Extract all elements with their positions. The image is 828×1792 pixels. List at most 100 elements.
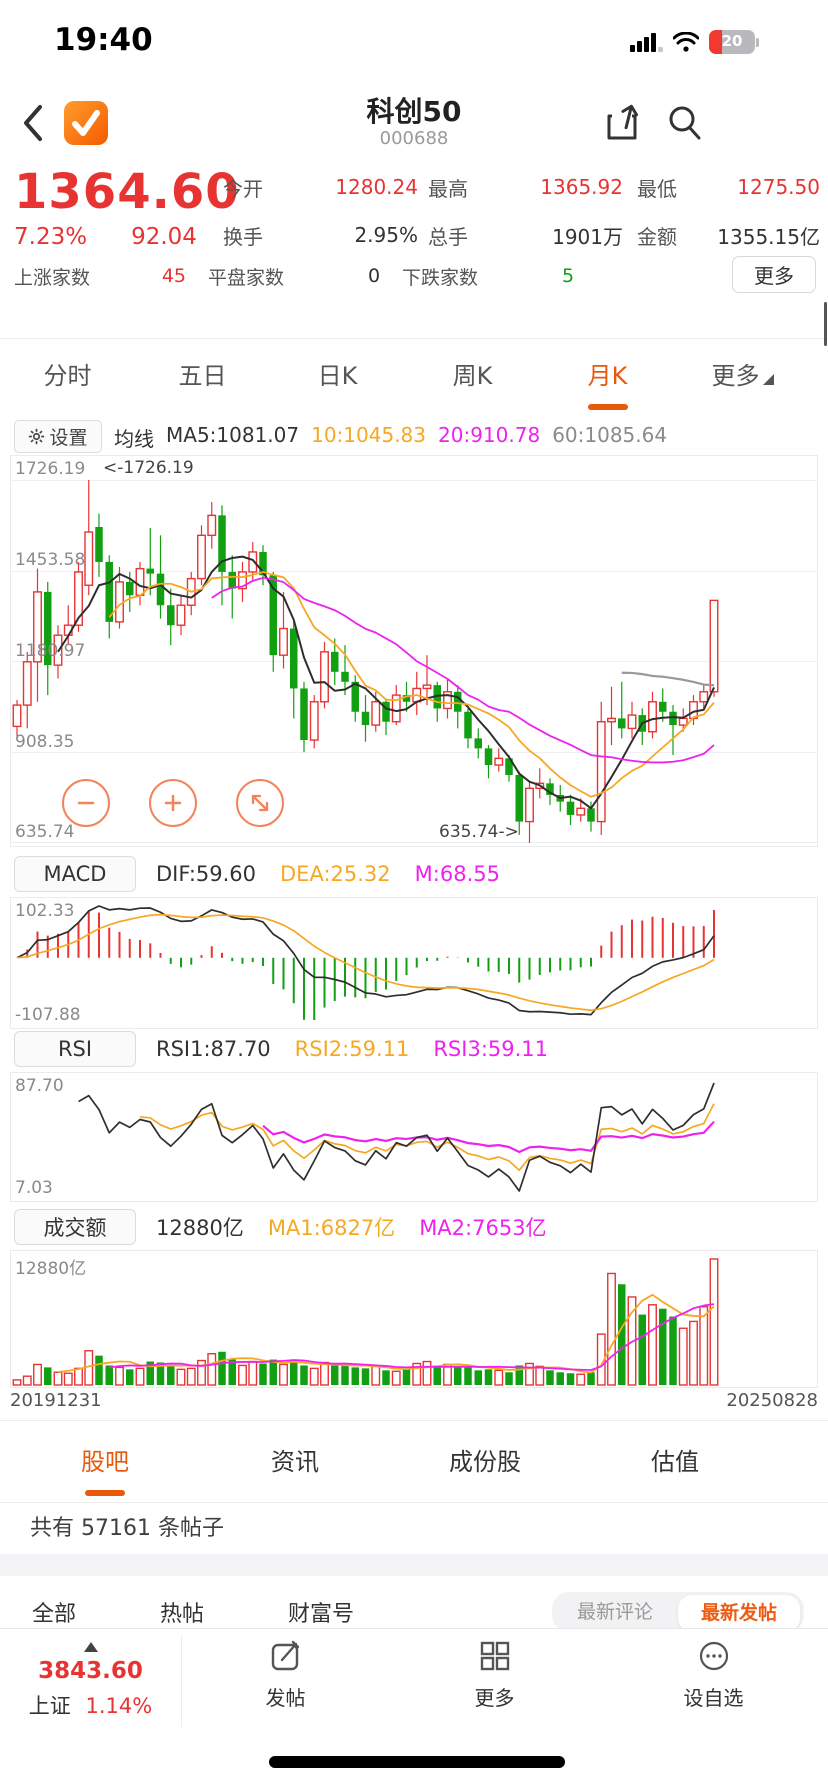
- index-row: 上证 1.14%: [0, 1690, 181, 1720]
- high-annotation: <-1726.19: [103, 458, 194, 478]
- volume-header: 成交额 12880亿 MA1:6827亿 MA2:7653亿: [0, 1208, 828, 1246]
- chart-settings-button[interactable]: 设置: [14, 420, 102, 453]
- rsi-button[interactable]: RSI: [14, 1031, 136, 1067]
- y-axis-label: 1726.19: [15, 459, 86, 479]
- post-action[interactable]: 发帖: [266, 1639, 306, 1711]
- dif-value: DIF:59.60: [156, 862, 257, 886]
- scrollbar-indicator[interactable]: [824, 302, 827, 346]
- volume-button[interactable]: 成交额: [14, 1209, 136, 1245]
- separator-band: [0, 1554, 828, 1576]
- quote-fields: 今开 1280.24 最高 1365.92 最低 1275.50 换手 2.95% 总手…: [223, 175, 820, 249]
- cellular-signal-icon: [630, 32, 663, 52]
- page-title: 科创50: [366, 95, 462, 128]
- status-icons: 20: [630, 30, 759, 54]
- home-indicator[interactable]: [269, 1756, 565, 1768]
- date-axis: 20191231 20250828: [10, 1390, 818, 1411]
- navbar-divider: [181, 1635, 182, 1727]
- y-axis-label: 1180.97: [15, 641, 86, 661]
- advance-decline-stats: 上涨家数 45 平盘家数 0 下跌家数 5: [14, 265, 575, 289]
- tab-5day[interactable]: 五日: [178, 362, 227, 390]
- back-button[interactable]: [20, 103, 46, 143]
- search-button[interactable]: [666, 102, 704, 142]
- section-tab-underline: [85, 1490, 125, 1496]
- ma20-value: 20:910.78: [438, 423, 541, 447]
- share-button[interactable]: [604, 102, 642, 142]
- low-annotation: 635.74->: [439, 822, 519, 842]
- tab-monthly-k[interactable]: 月K: [587, 362, 628, 390]
- app-logo-icon[interactable]: [64, 101, 108, 145]
- index-percent: 1.14%: [85, 1694, 153, 1718]
- minus-icon: [77, 801, 95, 805]
- grid-icon: [480, 1641, 509, 1671]
- battery-icon: 20: [709, 30, 759, 54]
- rsi3-value: RSI3:59.11: [433, 1037, 549, 1061]
- gear-icon: [29, 428, 45, 445]
- compose-icon: [271, 1640, 299, 1671]
- volume-ylabel: 12880亿: [15, 1259, 87, 1279]
- index-name: 上证: [28, 1694, 71, 1718]
- sort-latest-post[interactable]: 最新发帖: [678, 1595, 800, 1632]
- tab-weekly-k[interactable]: 周K: [452, 362, 493, 390]
- active-tab-underline: [588, 404, 628, 410]
- candlestick-chart[interactable]: 1726.19 1453.58 1180.97 908.35 635.74 <-…: [10, 455, 818, 847]
- fullscreen-button[interactable]: [236, 779, 284, 827]
- tab-news[interactable]: 资讯: [271, 1448, 319, 1476]
- macd-button[interactable]: MACD: [14, 856, 136, 892]
- ma-group-label: 均线: [114, 427, 154, 451]
- macd-chart[interactable]: 102.33 -107.88: [10, 897, 818, 1029]
- y-axis-label: 1453.58: [15, 550, 86, 570]
- rsi2-value: RSI2:59.11: [294, 1037, 410, 1061]
- stock-code: 000688: [379, 128, 449, 149]
- more-action[interactable]: 更多: [475, 1639, 515, 1711]
- index-value: 3843.60: [38, 1658, 143, 1684]
- y-axis-label: 635.74: [15, 822, 75, 842]
- macd-ymax: 102.33: [15, 901, 75, 921]
- current-price: 1364.60: [14, 164, 240, 220]
- rsi-ymax: 87.70: [15, 1076, 64, 1096]
- ma60-value: 60:1085.64: [552, 423, 668, 447]
- tab-minute[interactable]: 分时: [43, 362, 92, 390]
- wifi-icon: [673, 32, 699, 52]
- y-axis-label: 908.35: [15, 732, 75, 752]
- rsi1-value: RSI1:87.70: [156, 1037, 271, 1061]
- change-amount: 92.04: [131, 224, 197, 250]
- tab-forum[interactable]: 股吧: [81, 1448, 129, 1476]
- filter-all[interactable]: 全部: [32, 1602, 77, 1627]
- expand-arrows-icon: [251, 794, 269, 812]
- zoom-out-button[interactable]: [62, 779, 110, 827]
- volume-chart[interactable]: 12880亿: [10, 1250, 818, 1388]
- dea-value: DEA:25.32: [280, 862, 391, 886]
- section-tab-bar: 股吧 资讯 成份股 估值: [10, 1440, 770, 1484]
- dots-circle-icon: [699, 1641, 728, 1671]
- date-start: 20191231: [10, 1390, 102, 1411]
- navbar-actions: 发帖 更多 设自选: [181, 1639, 828, 1711]
- sort-toggle: 最新评论 最新发帖: [552, 1592, 804, 1632]
- tab-more-periods[interactable]: 更多: [675, 352, 810, 400]
- macd-header: MACD DIF:59.60 DEA:25.32 M:68.55: [0, 855, 828, 893]
- rsi-chart[interactable]: 87.70 7.03: [10, 1072, 818, 1202]
- period-tab-bar: 分时 五日 日K 周K 月K 更多: [0, 352, 810, 400]
- plus-icon: [164, 794, 182, 812]
- zoom-in-button[interactable]: [149, 779, 197, 827]
- status-time: 19:40: [54, 22, 153, 58]
- date-end: 20250828: [726, 1390, 818, 1411]
- tab-constituents[interactable]: 成份股: [449, 1448, 521, 1476]
- volume-ma1: MA1:6827亿: [267, 1216, 396, 1240]
- tab-daily-k[interactable]: 日K: [317, 362, 358, 390]
- ma-legend: 均线 MA5:1081.07 10:1045.83 20:910.78 60:1…: [114, 423, 667, 452]
- macd-ymin: -107.88: [15, 1005, 81, 1025]
- search-icon: [669, 106, 701, 140]
- volume-current: 12880亿: [156, 1216, 244, 1240]
- volume-ma2: MA2:7653亿: [419, 1216, 547, 1240]
- sort-latest-comment[interactable]: 最新评论: [576, 1601, 653, 1623]
- index-quote-block[interactable]: 3843.60 上证 1.14%: [0, 1637, 181, 1720]
- up-triangle-icon: [83, 1642, 98, 1652]
- filter-wealth[interactable]: 财富号: [288, 1602, 355, 1627]
- quote-more-button[interactable]: 更多: [732, 256, 816, 293]
- ma10-value: 10:1045.83: [311, 423, 427, 447]
- filter-hot[interactable]: 热帖: [160, 1602, 205, 1627]
- rsi-header: RSI RSI1:87.70 RSI2:59.11 RSI3:59.11: [0, 1030, 828, 1068]
- tab-valuation[interactable]: 估值: [651, 1448, 699, 1476]
- add-watchlist-action[interactable]: 设自选: [684, 1639, 744, 1711]
